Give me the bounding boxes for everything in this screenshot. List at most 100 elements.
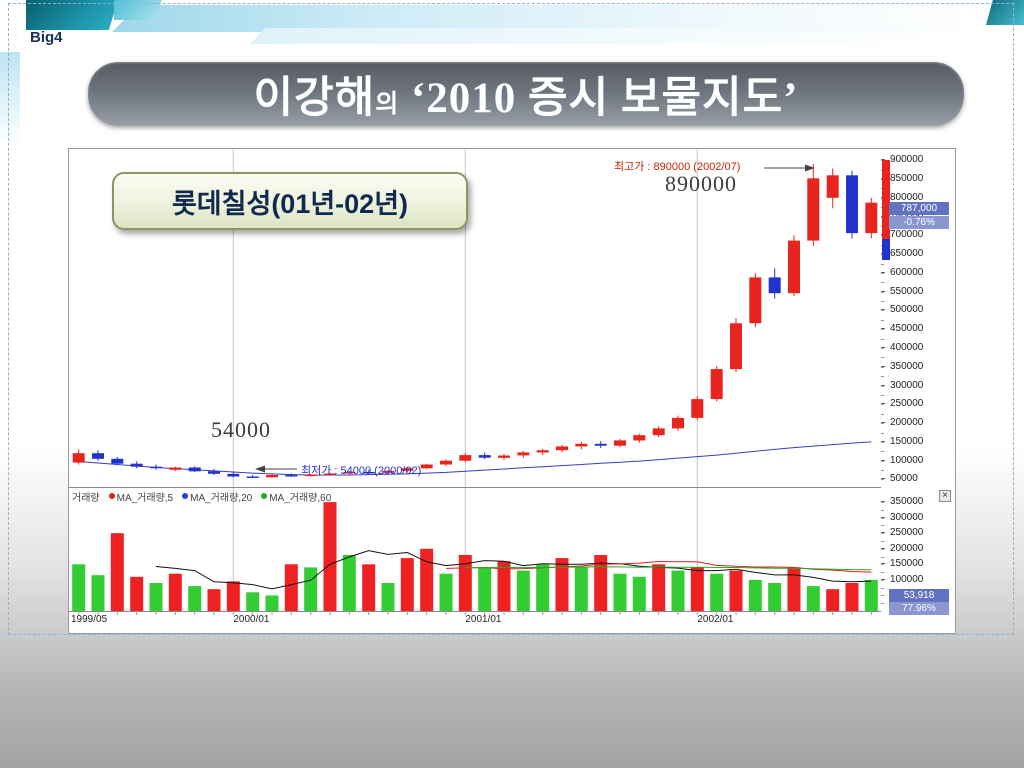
- legend-dot-icon: [261, 493, 268, 499]
- x-axis-label: 2001/01: [465, 614, 502, 625]
- price-minor-tick: [881, 320, 884, 321]
- chart-plot-area: [69, 149, 881, 619]
- volume-minor-tick: [881, 557, 884, 558]
- price-minor-tick: [881, 442, 884, 443]
- legend-dot-icon: [182, 493, 189, 499]
- price-tick-label: 650000: [881, 248, 955, 259]
- volume-minor-tick: [881, 518, 884, 519]
- price-minor-tick: [881, 414, 884, 415]
- price-minor-tick: [881, 329, 884, 330]
- change-percent-badge: -0.76%: [889, 216, 949, 229]
- price-minor-tick: [881, 433, 884, 434]
- price-tick-label: 100000: [881, 455, 955, 466]
- volume-tick-label: 250000: [881, 527, 955, 538]
- current-price-badge: 787,000: [889, 202, 949, 215]
- page-title: 이강해의 ‘2010 증시 보물지도’: [254, 63, 799, 125]
- turnover-percent-badge: 77.96%: [889, 602, 949, 615]
- volume-tick-label: 350000: [881, 496, 955, 507]
- deco-teal-corner-right: [986, 0, 1024, 25]
- volume-legend: 거래량 MA_거래량,5 MA_거래량,20 MA_거래량,60: [72, 489, 331, 504]
- volume-tick-label: 200000: [881, 543, 955, 554]
- price-tick-label: 450000: [881, 323, 955, 334]
- price-tick-label: 300000: [881, 380, 955, 391]
- candlestick-volume-canvas: [69, 149, 881, 615]
- price-minor-tick: [881, 339, 884, 340]
- price-minor-tick: [881, 479, 884, 480]
- current-range-bar-up: [882, 160, 890, 239]
- stock-callout-box: 롯데칠성(01년-02년): [112, 172, 468, 230]
- low-price-annotation: 최저가 : 54000 (2000/02): [301, 465, 422, 477]
- price-tick-label: 900000: [881, 154, 955, 165]
- price-minor-tick: [881, 301, 884, 302]
- volume-minor-tick: [881, 502, 884, 503]
- price-tick-label: 150000: [881, 436, 955, 447]
- deco-blue-swoosh-lower: [250, 28, 1024, 44]
- price-minor-tick: [881, 376, 884, 377]
- price-tick-label: 550000: [881, 286, 955, 297]
- high-price-value: 890000: [665, 171, 737, 196]
- volume-tick-label: 300000: [881, 512, 955, 523]
- title-author: 이강해: [253, 75, 376, 122]
- volume-minor-tick: [881, 510, 884, 511]
- price-tick-label: 350000: [881, 361, 955, 372]
- stock-callout-label: 롯데칠성(01년-02년): [171, 188, 409, 219]
- volume-minor-tick: [881, 603, 884, 604]
- volume-minor-tick: [881, 549, 884, 550]
- volume-minor-tick: [881, 588, 884, 589]
- price-minor-tick: [881, 264, 884, 265]
- volume-minor-tick: [881, 525, 884, 526]
- price-minor-tick: [881, 357, 884, 358]
- volume-minor-tick: [881, 564, 884, 565]
- x-axis-label: 1999/05: [71, 614, 108, 625]
- low-price-value: 54000: [211, 417, 271, 442]
- price-minor-tick: [881, 348, 884, 349]
- volume-tick-label: 100000: [881, 574, 955, 585]
- legend-item: MA_거래량,60: [261, 489, 331, 504]
- volume-tick-label: 150000: [881, 558, 955, 569]
- current-range-bar-down: [882, 239, 890, 260]
- legend-item: MA_거래량,5: [108, 489, 173, 504]
- x-axis-label: 2000/01: [233, 614, 270, 625]
- title-particle: 의: [375, 91, 400, 118]
- x-axis-label: 2002/01: [697, 614, 734, 625]
- price-axis-column: 787,000 -0.76% 53,918 77.96% × 900000 850…: [881, 149, 955, 635]
- price-tick-label: 50000: [881, 473, 955, 484]
- deco-blue-swoosh-top: [112, 5, 1022, 32]
- current-volume-badge: 53,918: [889, 589, 949, 602]
- price-minor-tick: [881, 292, 884, 293]
- title-banner: 이강해의 ‘2010 증시 보물지도’: [88, 62, 964, 126]
- legend-dot-icon: [108, 493, 115, 499]
- price-tick-label: 250000: [881, 398, 955, 409]
- price-minor-tick: [881, 386, 884, 387]
- price-minor-tick: [881, 404, 884, 405]
- volume-minor-tick: [881, 595, 884, 596]
- price-minor-tick: [881, 423, 884, 424]
- price-minor-tick: [881, 461, 884, 462]
- deco-cyan-block: [114, 0, 162, 20]
- price-tick-label: 200000: [881, 417, 955, 428]
- price-minor-tick: [881, 470, 884, 471]
- high-price-annotation: 최고가 : 890000 (2002/07): [614, 161, 741, 173]
- close-icon[interactable]: ×: [939, 490, 951, 502]
- price-minor-tick: [881, 451, 884, 452]
- volume-minor-tick: [881, 580, 884, 581]
- volume-minor-tick: [881, 533, 884, 534]
- price-tick-label: 700000: [881, 229, 955, 240]
- price-minor-tick: [881, 310, 884, 311]
- price-tick-label: 400000: [881, 342, 955, 353]
- big4-label: Big4: [30, 29, 63, 46]
- volume-legend-label: 거래량: [72, 492, 100, 504]
- deco-left-strip: [0, 52, 20, 147]
- volume-minor-tick: [881, 572, 884, 573]
- price-minor-tick: [881, 367, 884, 368]
- price-minor-tick: [881, 282, 884, 283]
- price-tick-label: 600000: [881, 267, 955, 278]
- volume-minor-tick: [881, 541, 884, 542]
- price-tick-label: 500000: [881, 304, 955, 315]
- x-axis: 1999/05 2000/01 2001/01 2002/01: [69, 613, 881, 633]
- deco-teal-block-left: [26, 0, 118, 30]
- price-minor-tick: [881, 395, 884, 396]
- price-tick-label: 850000: [881, 173, 955, 184]
- price-minor-tick: [881, 273, 884, 274]
